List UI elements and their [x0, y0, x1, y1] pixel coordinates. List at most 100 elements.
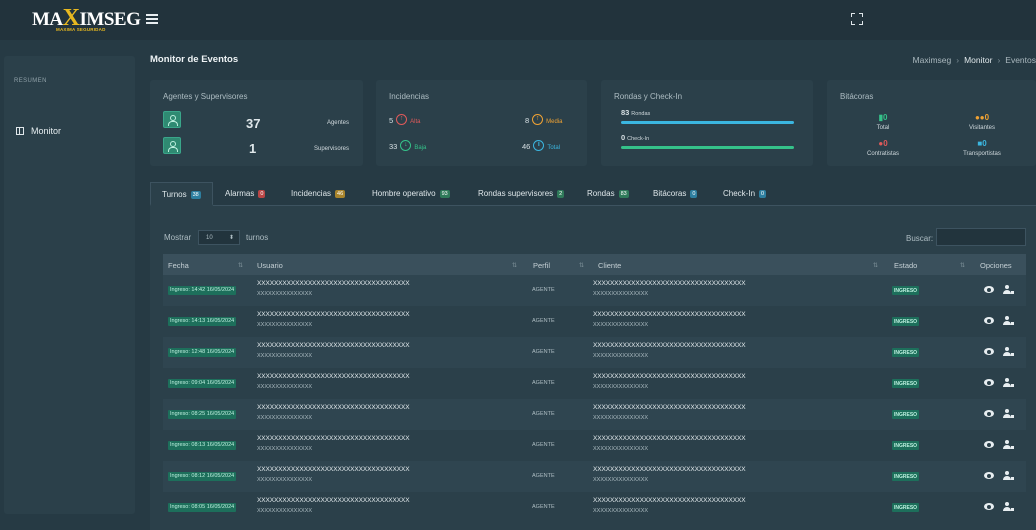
page-size-select[interactable]: 10 ⬍ — [198, 230, 240, 245]
table-row: Ingreso: 09:04 16/05/2024 XXXXXXXXXXXXXX… — [163, 368, 1026, 399]
fecha-badge: Ingreso: 09:04 16/05/2024 — [168, 379, 237, 388]
maximseg-logo[interactable]: MAXIMSEG MAXIMA SEGURIDAD — [30, 6, 141, 36]
table-row: Ingreso: 08:13 16/05/2024 XXXXXXXXXXXXXX… — [163, 430, 1026, 461]
table-row: Ingreso: 08:25 16/05/2024 XXXXXXXXXXXXXX… — [163, 399, 1026, 430]
menu-toggle-icon[interactable] — [146, 14, 158, 24]
sidebar: RESUMEN Monitor — [4, 56, 135, 514]
cliente-name: XXXXXXXXXXXXXXXXXXXXXXXXXXXXXXXXXXXX — [593, 280, 746, 287]
user-tie-icon: ● — [878, 139, 884, 148]
breadcrumb-item-maximseg[interactable]: Maximseg — [912, 55, 952, 65]
top-navbar: MAXIMSEG MAXIMA SEGURIDAD — [0, 0, 1036, 40]
supervisor-icon — [163, 137, 181, 154]
usuario-name: XXXXXXXXXXXXXXXXXXXXXXXXXXXXXXXXXXXX — [257, 280, 410, 287]
tab-rondas[interactable]: Rondas 83 — [587, 189, 629, 198]
user-check-icon[interactable] — [1003, 502, 1014, 512]
bitacora-contratistas: ●0 Contratistas — [866, 139, 899, 157]
incidencia-total: 46Total — [522, 140, 560, 151]
fullscreen-icon[interactable] — [851, 13, 863, 25]
eye-icon[interactable] — [984, 379, 994, 386]
usuario-name: XXXXXXXXXXXXXXXXXXXXXXXXXXXXXXXXXXXX — [257, 435, 410, 442]
cliente-name: XXXXXXXXXXXXXXXXXXXXXXXXXXXXXXXXXXXX — [593, 404, 746, 411]
column-header-fecha[interactable]: Fecha — [168, 261, 189, 270]
estado-badge: INGRESO — [892, 441, 920, 450]
bitacora-transportistas: ■0 Transportistas — [963, 139, 1001, 157]
fecha-badge: Ingreso: 14:42 16/05/2024 — [168, 286, 237, 295]
usuario-sub: XXXXXXXXXXXXXXX — [257, 322, 313, 328]
checkin-progress-bar — [621, 146, 794, 149]
tab-bar: Turnos 38 Alarmas 0 Incidencias 46 Hombre o… — [150, 182, 1036, 206]
tab-rondas-supervisores[interactable]: Rondas supervisores 2 — [478, 189, 565, 198]
cliente-name: XXXXXXXXXXXXXXXXXXXXXXXXXXXXXXXXXXXX — [593, 466, 746, 473]
column-header-cliente[interactable]: Cliente — [598, 261, 622, 270]
card-title: Rondas y Check-In — [614, 92, 683, 101]
eye-icon[interactable] — [984, 503, 994, 510]
logo-wordmark: MAXIMSEG — [32, 5, 141, 31]
tab-incidencias[interactable]: Incidencias 46 — [291, 189, 346, 198]
eye-icon[interactable] — [984, 286, 994, 293]
cliente-sub: XXXXXXXXXXXXXXX — [593, 477, 649, 483]
user-check-icon[interactable] — [1003, 440, 1014, 450]
incidencia-baja: 33Baja — [389, 140, 426, 151]
tab-check-in[interactable]: Check-In 0 — [723, 189, 767, 198]
eye-icon[interactable] — [984, 410, 994, 417]
perfil-value: AGENTE — [532, 504, 555, 510]
user-check-icon[interactable] — [1003, 316, 1014, 326]
sidebar-item-label: Monitor — [31, 126, 62, 136]
agentes-count: 37 — [246, 116, 261, 131]
incidencia-media: 8Media — [525, 114, 563, 125]
user-check-icon[interactable] — [1003, 409, 1014, 419]
table-row: Ingreso: 12:48 16/05/2024 XXXXXXXXXXXXXX… — [163, 337, 1026, 368]
eye-icon[interactable] — [984, 441, 994, 448]
agent-icon — [163, 111, 181, 128]
chevron-updown-icon: ⬍ — [228, 235, 234, 241]
column-header-estado[interactable]: Estado — [894, 261, 918, 270]
usuario-sub: XXXXXXXXXXXXXXX — [257, 415, 313, 421]
perfil-value: AGENTE — [532, 287, 555, 293]
table-row: Ingreso: 08:05 16/05/2024 XXXXXXXXXXXXXX… — [163, 492, 1026, 523]
breadcrumb-item-monitor[interactable]: Monitor — [964, 55, 993, 65]
usuario-name: XXXXXXXXXXXXXXXXXXXXXXXXXXXXXXXXXXXX — [257, 311, 410, 318]
tab-bitacoras[interactable]: Bitácoras 0 — [653, 189, 698, 198]
tab-hombre-operativo[interactable]: Hombre operativo 93 — [372, 189, 450, 198]
rondas-stat: 83 Rondas — [621, 108, 651, 117]
checkin-stat: 0 Check-In — [621, 133, 650, 142]
agentes-label: Agentes — [326, 120, 349, 126]
cliente-sub: XXXXXXXXXXXXXXX — [593, 322, 649, 328]
sort-icon: ⇅ — [960, 263, 966, 269]
usuario-name: XXXXXXXXXXXXXXXXXXXXXXXXXXXXXXXXXXXX — [257, 373, 410, 380]
column-header-usuario[interactable]: Usuario — [257, 261, 283, 270]
arrow-up-circle-icon — [532, 114, 544, 125]
users-icon: ●● — [974, 113, 985, 122]
card-incidencias: Incidencias 5Alta 8Media 33Baja 46Total — [376, 80, 587, 166]
cliente-name: XXXXXXXXXXXXXXXXXXXXXXXXXXXXXXXXXXXX — [593, 342, 746, 349]
usuario-sub: XXXXXXXXXXXXXXX — [257, 353, 313, 359]
user-check-icon[interactable] — [1003, 347, 1014, 357]
eye-icon[interactable] — [984, 472, 994, 479]
perfil-value: AGENTE — [532, 349, 555, 355]
user-check-icon[interactable] — [1003, 285, 1014, 295]
tab-alarmas[interactable]: Alarmas 0 — [225, 189, 266, 198]
usuario-name: XXXXXXXXXXXXXXXXXXXXXXXXXXXXXXXXXXXX — [257, 497, 410, 504]
tab-turnos[interactable]: Turnos 38 — [150, 182, 213, 206]
eye-icon[interactable] — [984, 348, 994, 355]
arrow-up-circle-icon — [396, 114, 408, 125]
clipboard-icon: ▮ — [878, 113, 883, 122]
table-row: Ingreso: 14:13 16/05/2024 XXXXXXXXXXXXXX… — [163, 306, 1026, 337]
cliente-name: XXXXXXXXXXXXXXXXXXXXXXXXXXXXXXXXXXXX — [593, 311, 746, 318]
bitacora-visitantes: ●●0 Visitantes — [969, 113, 995, 131]
search-input[interactable] — [936, 228, 1026, 246]
eye-icon[interactable] — [984, 317, 994, 324]
column-header-perfil[interactable]: Perfil — [533, 261, 551, 270]
user-check-icon[interactable] — [1003, 378, 1014, 388]
sidebar-item-monitor[interactable]: Monitor — [12, 124, 130, 140]
card-title: Bitácoras — [840, 92, 874, 101]
fecha-badge: Ingreso: 14:13 16/05/2024 — [168, 317, 237, 326]
user-check-icon[interactable] — [1003, 471, 1014, 481]
grid-icon — [16, 127, 24, 135]
info-circle-icon — [533, 140, 545, 151]
usuario-name: XXXXXXXXXXXXXXXXXXXXXXXXXXXXXXXXXXXX — [257, 342, 410, 349]
rondas-progress-bar — [621, 121, 794, 124]
sort-icon: ⇅ — [873, 263, 879, 269]
card-bitacoras: Bitácoras ▮0 Total ●●0 Visitantes ●0 Contra… — [827, 80, 1036, 166]
perfil-value: AGENTE — [532, 442, 555, 448]
